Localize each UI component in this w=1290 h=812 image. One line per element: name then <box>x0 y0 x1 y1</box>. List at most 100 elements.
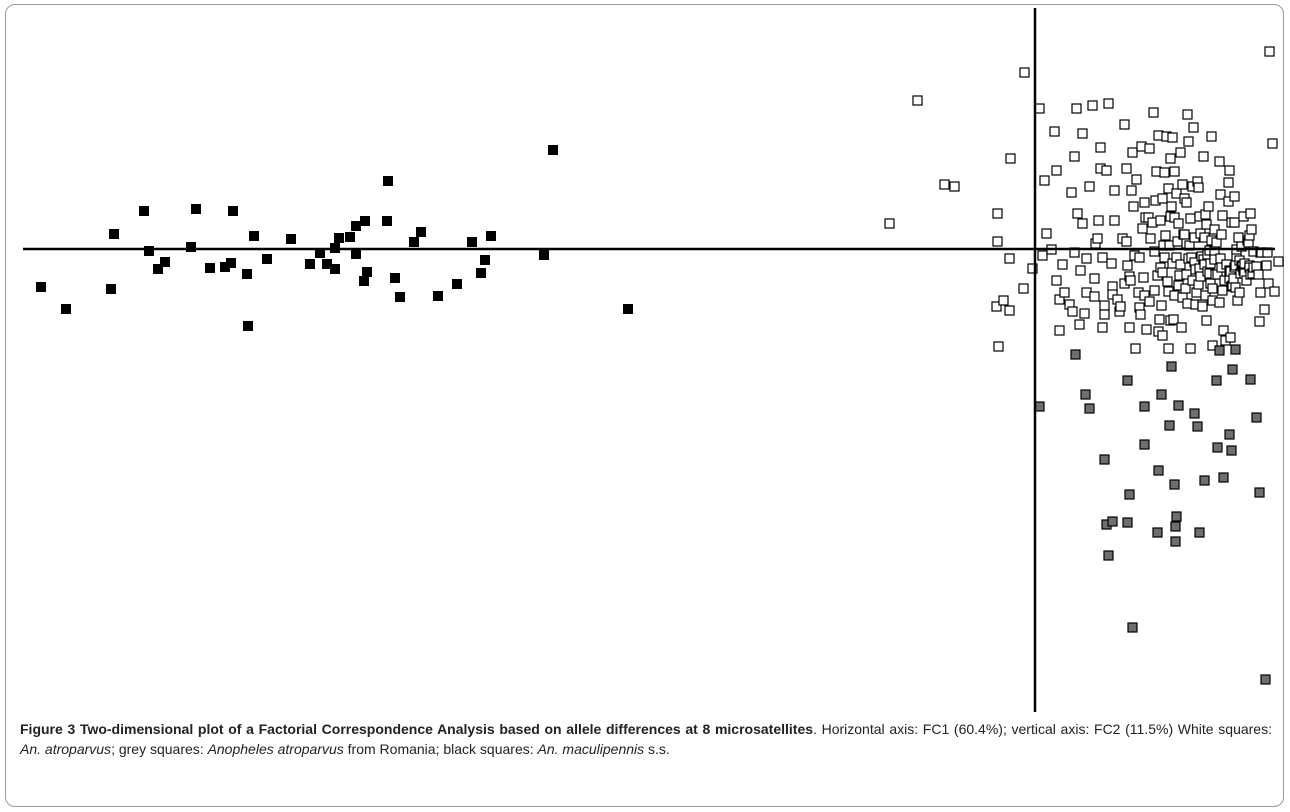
open-square-point <box>1255 287 1266 298</box>
grey-square-point <box>1080 389 1091 400</box>
filled-square-point <box>205 263 215 273</box>
open-square-point <box>1175 259 1186 270</box>
filled-square-point <box>395 292 405 302</box>
filled-square-point <box>61 304 71 314</box>
filled-square-point <box>315 248 325 258</box>
grey-square-point <box>1170 521 1181 532</box>
open-square-point <box>1077 128 1088 139</box>
open-square-point <box>1207 283 1218 294</box>
open-square-point <box>1137 223 1148 234</box>
figure-title: Two-dimensional plot of a Factorial Corr… <box>79 721 814 737</box>
open-square-point <box>1101 165 1112 176</box>
open-square-point <box>1127 147 1138 158</box>
filled-square-point <box>409 237 419 247</box>
open-square-point <box>1166 201 1177 212</box>
open-square-point <box>1005 153 1016 164</box>
grey-square-point <box>1070 349 1081 360</box>
filled-square-point <box>334 233 344 243</box>
grey-square-point <box>1254 487 1265 498</box>
open-square-point <box>1234 287 1245 298</box>
open-square-point <box>1054 325 1065 336</box>
open-square-point <box>1223 177 1234 188</box>
filled-square-point <box>362 267 372 277</box>
caption-text-1: . Horizontal axis: FC1 (60.4%); vertical… <box>813 721 1272 737</box>
filled-square-point <box>36 282 46 292</box>
open-square-point <box>1217 285 1228 296</box>
grey-square-point <box>1251 412 1262 423</box>
open-square-point <box>1057 259 1068 270</box>
open-square-point <box>1089 273 1100 284</box>
open-square-point <box>1159 167 1170 178</box>
grey-square-point <box>1212 442 1223 453</box>
grey-square-point <box>1173 400 1184 411</box>
grey-square-point <box>1153 465 1164 476</box>
open-square-point <box>1159 252 1170 263</box>
grey-square-point <box>1171 511 1182 522</box>
filled-square-point <box>322 259 332 269</box>
open-square-point <box>1162 276 1173 287</box>
caption-text-2: ; grey squares: <box>111 741 208 757</box>
filled-square-point <box>330 264 340 274</box>
open-square-point <box>1126 185 1137 196</box>
open-square-point <box>1168 314 1179 325</box>
open-square-point <box>1224 165 1235 176</box>
open-square-point <box>1103 98 1114 109</box>
open-square-point <box>1004 305 1015 316</box>
open-square-point <box>1167 132 1178 143</box>
open-square-point <box>1179 229 1190 240</box>
open-square-point <box>1092 233 1103 244</box>
caption-species-1: An. atroparvus <box>20 741 112 757</box>
grey-square-point <box>1139 439 1150 450</box>
grey-square-point <box>1166 361 1177 372</box>
open-square-point <box>1267 138 1278 149</box>
filled-square-point <box>351 249 361 259</box>
open-square-point <box>1097 252 1108 263</box>
grey-square-point <box>1156 389 1167 400</box>
open-square-point <box>1018 283 1029 294</box>
open-square-point <box>1163 343 1174 354</box>
open-square-point <box>1157 193 1168 204</box>
grey-square-point <box>1164 420 1175 431</box>
open-square-point <box>991 301 1002 312</box>
filled-square-point <box>360 216 370 226</box>
open-square-point <box>1154 314 1165 325</box>
filled-square-point <box>220 262 230 272</box>
open-square-point <box>1130 343 1141 354</box>
open-square-point <box>1214 297 1225 308</box>
filled-square-point <box>305 259 315 269</box>
open-square-point <box>949 181 960 192</box>
open-square-point <box>1144 296 1155 307</box>
grey-square-point <box>1099 454 1110 465</box>
grey-square-point <box>1218 472 1229 483</box>
open-square-point <box>1225 332 1236 343</box>
open-square-point <box>1206 131 1217 142</box>
grey-square-point <box>1170 536 1181 547</box>
open-square-point <box>1188 122 1199 133</box>
open-square-point <box>1149 285 1160 296</box>
open-square-point <box>1269 286 1280 297</box>
open-square-point <box>1075 265 1086 276</box>
open-square-point <box>1229 191 1240 202</box>
open-square-point <box>1037 250 1048 261</box>
open-square-point <box>1138 272 1149 283</box>
open-square-point <box>1019 67 1030 78</box>
grey-square-point <box>1122 375 1133 386</box>
open-square-point <box>1067 306 1078 317</box>
open-square-point <box>1198 151 1209 162</box>
filled-square-point <box>416 227 426 237</box>
open-square-point <box>1175 147 1186 158</box>
open-square-point <box>1273 256 1284 267</box>
open-square-point <box>1051 275 1062 286</box>
grey-square-point <box>1194 527 1205 538</box>
figure-label: Figure 3 <box>20 721 76 737</box>
figure-frame <box>5 4 1284 807</box>
filled-square-point <box>383 176 393 186</box>
open-square-point <box>1049 126 1060 137</box>
open-square-point <box>1079 308 1090 319</box>
open-square-point <box>1148 107 1159 118</box>
filled-square-point <box>382 216 392 226</box>
open-square-point <box>1264 46 1275 57</box>
scatter-plot <box>23 8 1284 712</box>
grey-square-point <box>1152 527 1163 538</box>
open-square-point <box>1185 343 1196 354</box>
